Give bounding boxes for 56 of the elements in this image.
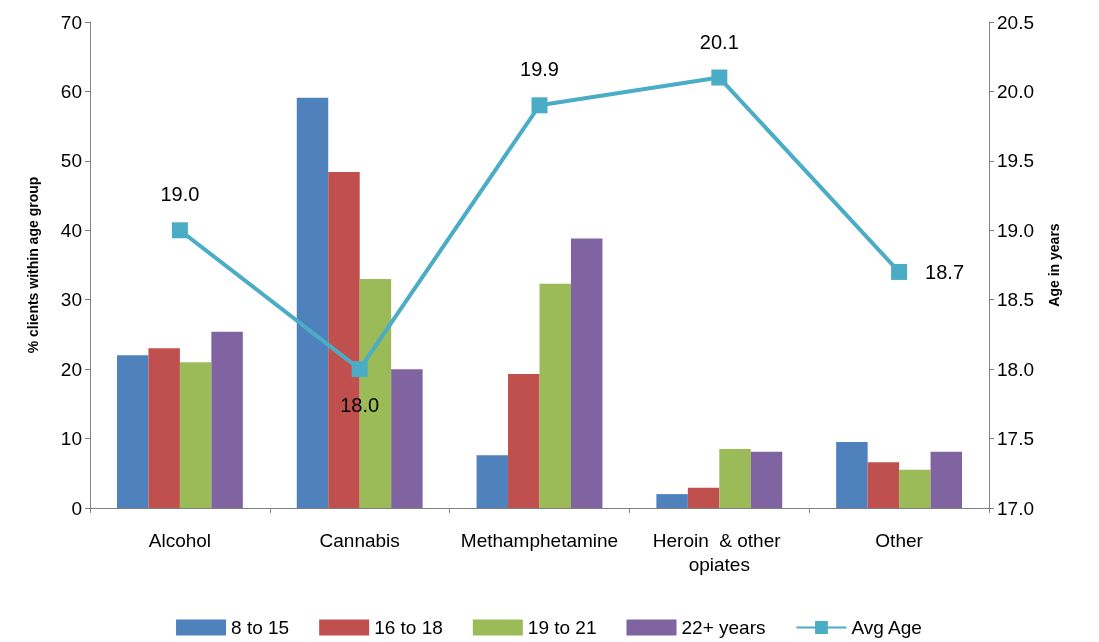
x-tick-label: Cannabis (319, 529, 400, 551)
x-tick-label: Other (875, 529, 924, 551)
bar (391, 369, 423, 508)
y2-tick-label: 17.5 (997, 428, 1034, 450)
bar (570, 238, 603, 508)
legend-label: 19 to 21 (527, 617, 597, 638)
point (351, 361, 368, 378)
y2-tick-label: 19.0 (997, 219, 1034, 241)
bar (116, 355, 149, 508)
bar (836, 442, 868, 508)
x-tick-label: Methamphetamine (460, 529, 619, 551)
bar (539, 283, 571, 508)
data-label: 19.9 (520, 58, 559, 81)
bar (687, 487, 720, 508)
y2-tick-label: 19.5 (997, 150, 1034, 172)
y2-tick-label: 20.5 (997, 11, 1034, 33)
x-tick-label: Heroin & other opiates (652, 529, 786, 575)
y-tick-label: 70 (60, 11, 82, 33)
bar (750, 451, 783, 508)
y-tick-label: 50 (60, 150, 82, 172)
legend-label: 8 to 15 (231, 617, 290, 638)
y-tick-label: 30 (60, 289, 82, 311)
point (711, 69, 728, 86)
bar (656, 494, 688, 508)
legend-label: Avg Age (851, 617, 922, 638)
y2-tick-label: 18.5 (997, 289, 1034, 311)
point (171, 222, 188, 239)
bar (179, 362, 212, 508)
bar (296, 97, 329, 508)
y-tick-label: 40 (60, 219, 82, 241)
bar (867, 462, 900, 508)
y-tick-label: 60 (60, 80, 82, 102)
point (891, 263, 908, 280)
bar (211, 331, 243, 508)
y2-axis-title: Age in years (1046, 223, 1062, 307)
y2-tick-label: 17.0 (997, 497, 1034, 519)
x-tick-label: Alcohol (148, 529, 212, 551)
data-label: 20.1 (699, 30, 739, 53)
bar (508, 374, 540, 508)
y-tick-label: 0 (71, 497, 82, 519)
y2-tick-label: 20.0 (997, 80, 1034, 102)
legend-label: 16 to 18 (374, 617, 443, 638)
y-tick-label: 10 (60, 428, 82, 450)
bar (476, 455, 509, 508)
bar (719, 448, 751, 508)
y2-tick-label: 18.0 (997, 358, 1034, 380)
data-label: 18.0 (340, 394, 380, 417)
bar (148, 348, 180, 508)
y-axis-title: % clients within age group (25, 176, 41, 354)
point (531, 97, 548, 114)
legend-label: 22+ years (681, 617, 766, 638)
data-label: 18.7 (925, 260, 965, 283)
bar (899, 469, 931, 508)
data-label: 19.0 (160, 183, 200, 206)
bar (930, 451, 963, 508)
y-tick-label: 20 (60, 358, 82, 380)
